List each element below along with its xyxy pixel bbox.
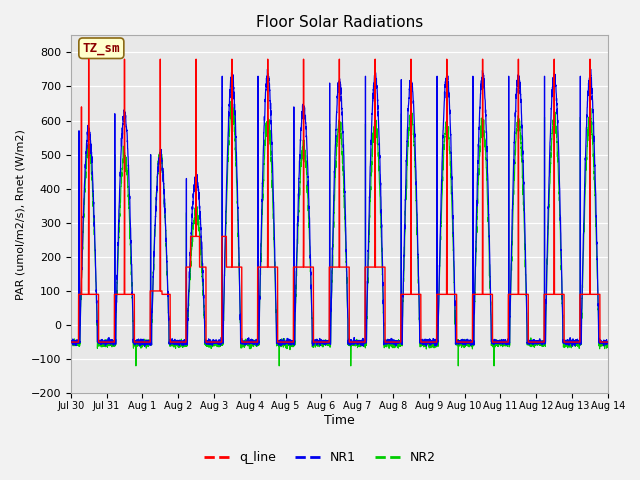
Line: q_line: q_line (71, 59, 608, 342)
Title: Floor Solar Radiations: Floor Solar Radiations (255, 15, 423, 30)
Line: NR2: NR2 (71, 101, 608, 366)
NR1 (141, 344, 148, 349)
q_line (430, 339, 438, 345)
NR2 (227, 98, 235, 104)
Text: TZ_sm: TZ_sm (83, 42, 120, 55)
NR2 (604, 339, 611, 345)
q_line (319, 339, 327, 345)
NR2 (132, 363, 140, 369)
NR1 (604, 340, 612, 346)
NR1 (164, 277, 172, 283)
NR1 (264, 66, 271, 72)
NR2 (67, 337, 75, 343)
NR1 (319, 338, 327, 344)
NR2 (460, 342, 468, 348)
Legend: q_line, NR1, NR2: q_line, NR1, NR2 (199, 446, 441, 469)
q_line (85, 56, 93, 62)
q_line (164, 291, 172, 297)
X-axis label: Time: Time (324, 414, 355, 427)
NR2 (319, 339, 327, 345)
q_line (460, 339, 467, 345)
NR2 (604, 342, 612, 348)
NR2 (164, 275, 172, 281)
NR1 (490, 336, 498, 342)
q_line (604, 339, 612, 345)
q_line (604, 339, 611, 345)
q_line (490, 339, 498, 345)
NR1 (430, 337, 438, 343)
NR2 (430, 341, 438, 347)
NR1 (460, 339, 468, 345)
Line: NR1: NR1 (71, 69, 608, 347)
NR1 (604, 340, 611, 346)
NR2 (490, 338, 498, 344)
q_line (67, 339, 75, 345)
NR1 (67, 339, 75, 345)
Y-axis label: PAR (umol/m2/s), Rnet (W/m2): PAR (umol/m2/s), Rnet (W/m2) (15, 129, 25, 300)
